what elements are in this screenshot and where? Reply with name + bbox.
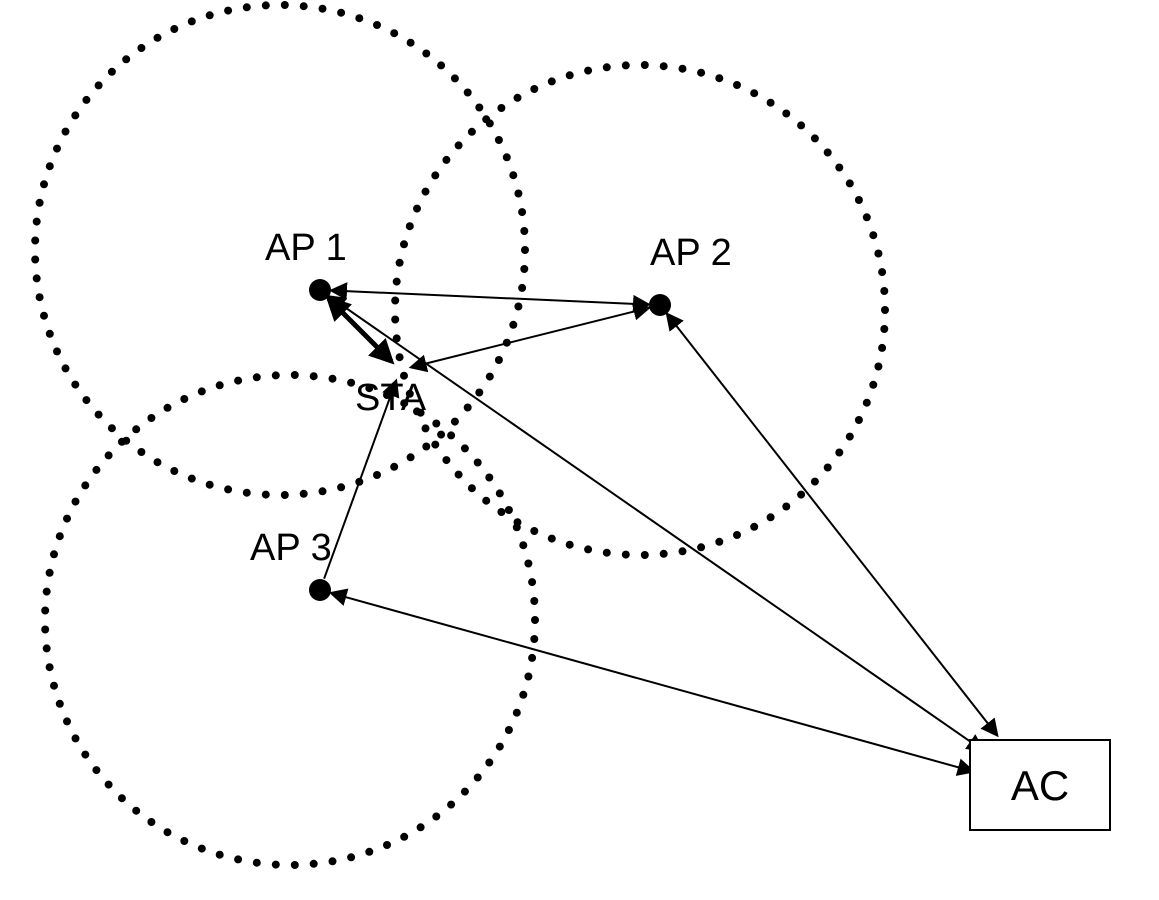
ap1-node [309,279,331,301]
edge-ap1-sta [329,299,392,362]
ac-label: AC [1011,762,1069,809]
sta-label: STA [355,377,427,419]
ap2-label: AP 2 [650,232,732,274]
ap3-node [309,579,331,601]
coverage-circles [31,1,889,869]
ap1-label: AP 1 [265,227,347,269]
edge-ap2-ac [667,314,996,735]
ap3-label: AP 3 [250,527,332,569]
edge-ap3-ac [332,593,973,771]
edge-ap1-ap2 [332,291,648,305]
edge-ap1-ac [330,297,983,750]
network-diagram: AC AP 1 AP 2 AP 3 STA [0,0,1159,900]
edge-ap2-sta [412,308,649,367]
ap2-node [649,294,671,316]
edges-group [324,291,997,772]
